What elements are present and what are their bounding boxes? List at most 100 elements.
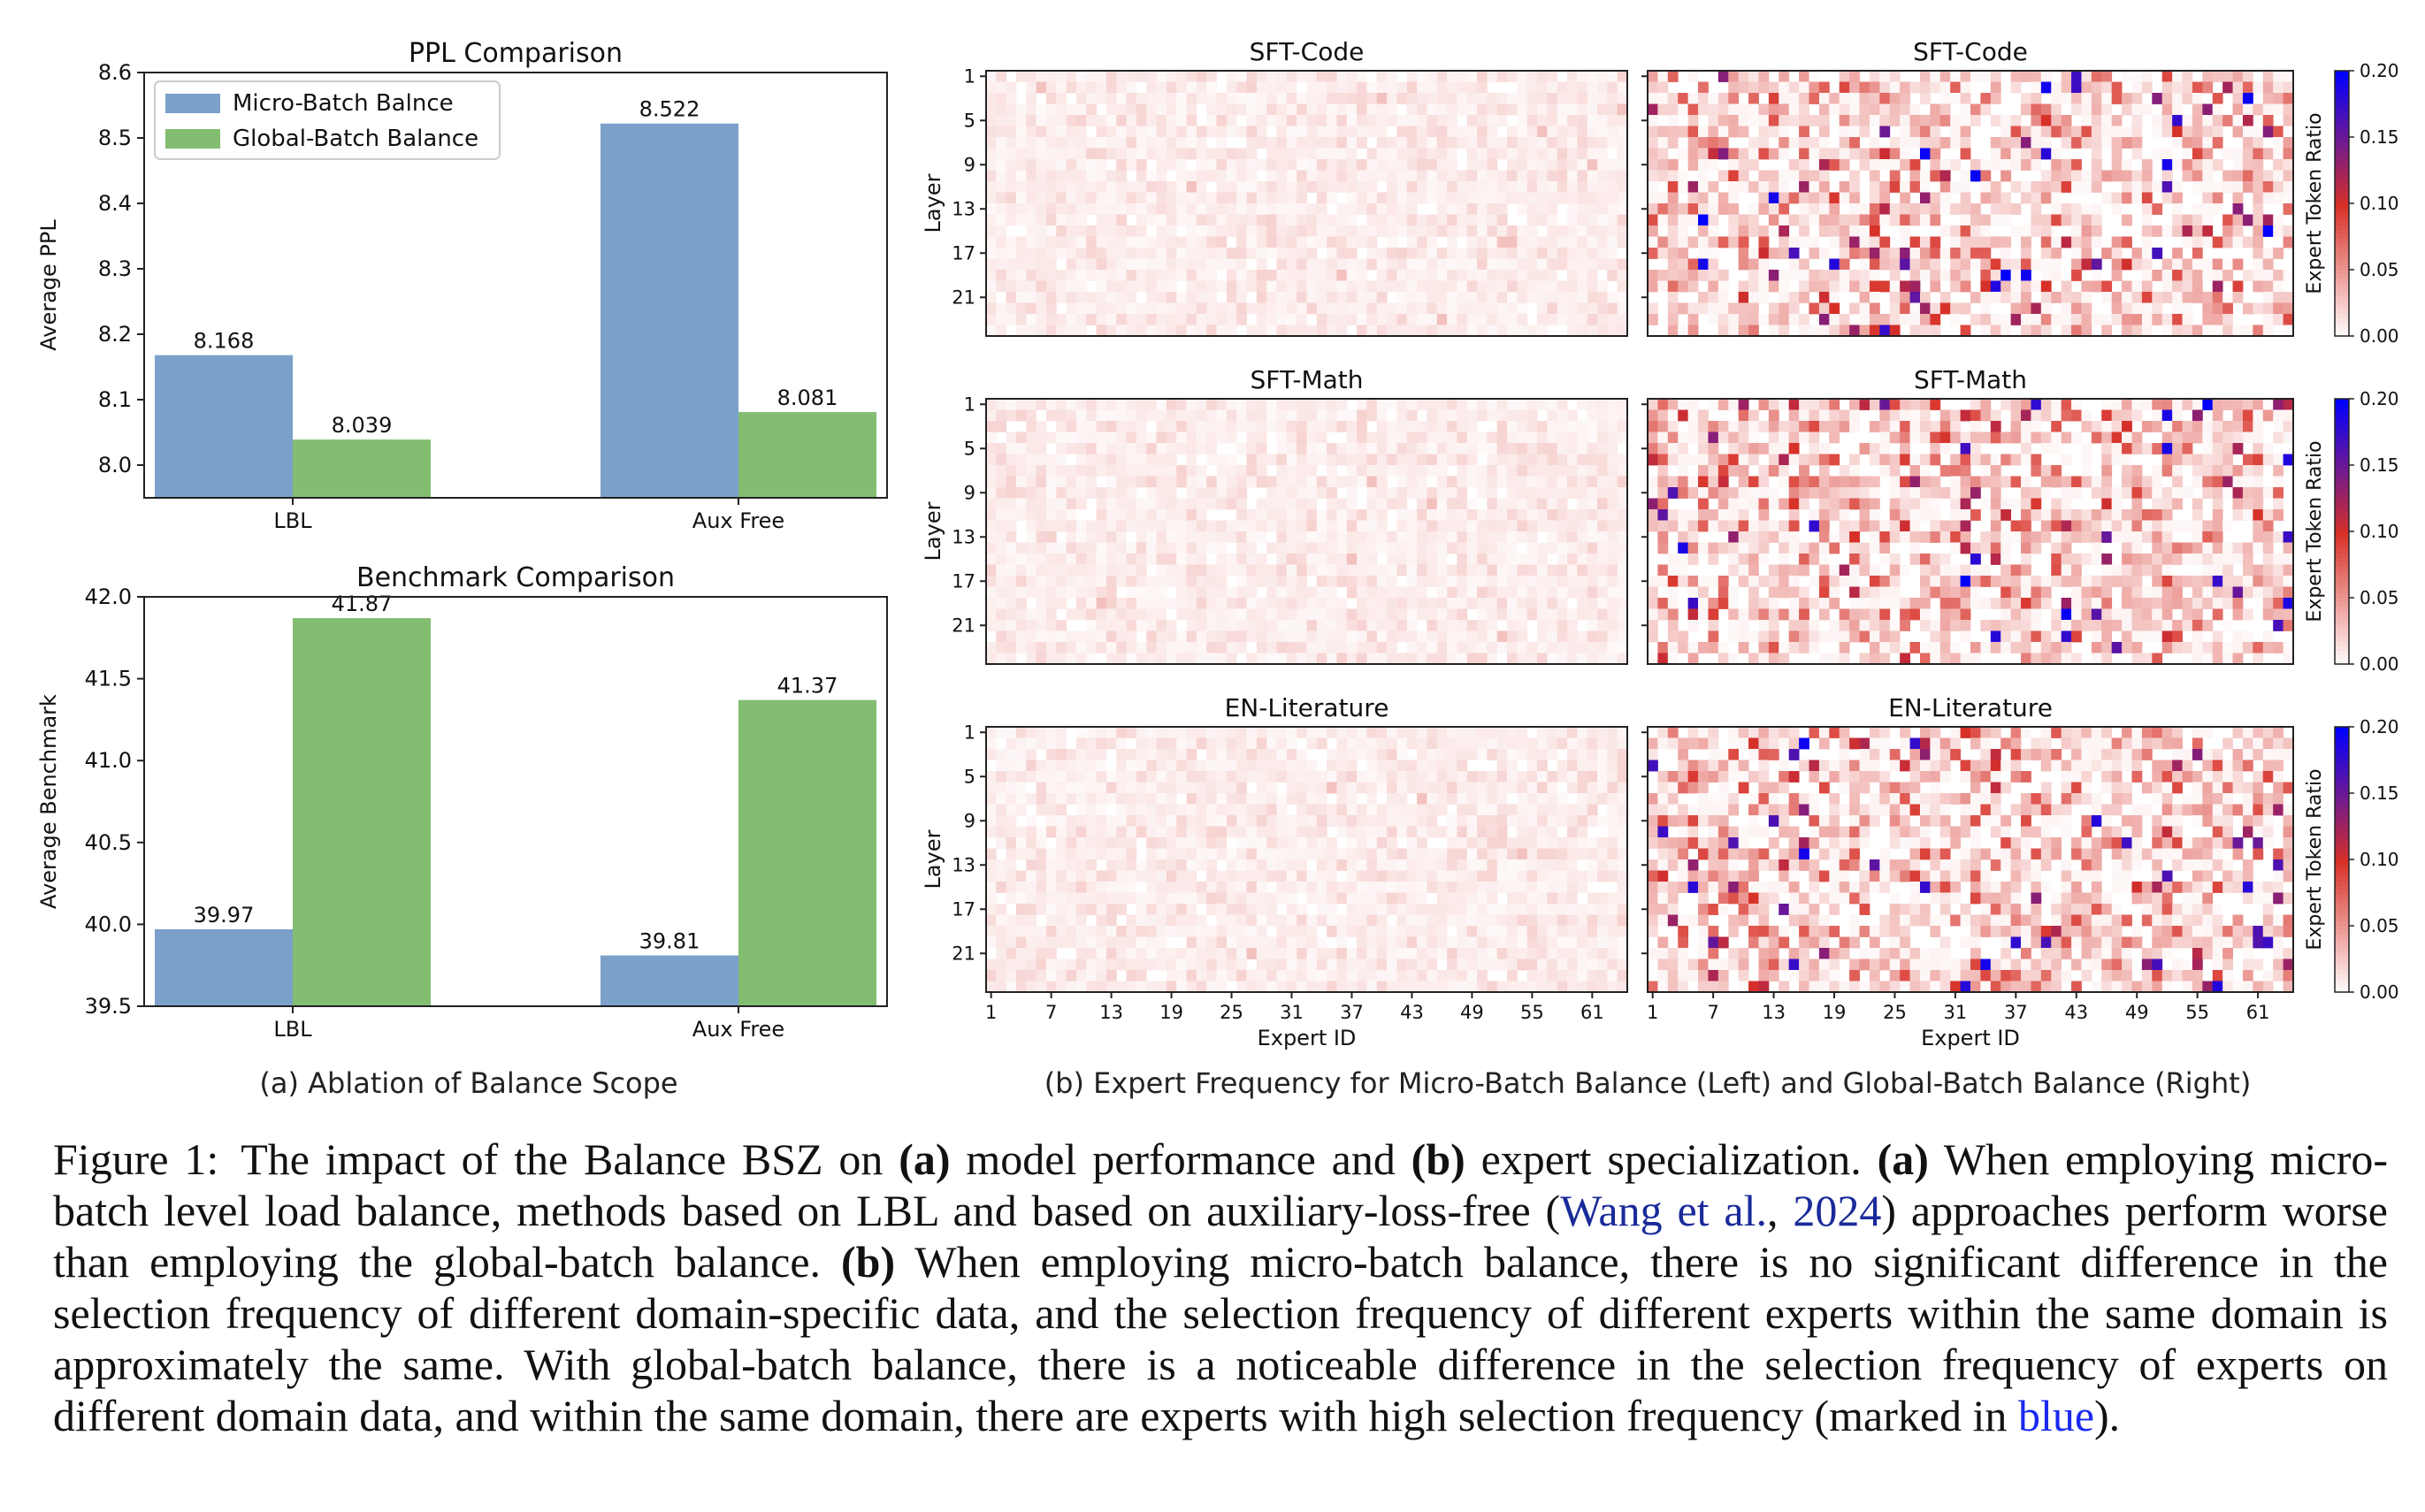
heatmap-cell — [1717, 421, 1729, 432]
heatmap-cell — [2031, 531, 2042, 543]
heatmap-cell — [2061, 409, 2072, 422]
heatmap-cell — [1026, 258, 1037, 271]
heatmap-cell — [1316, 302, 1327, 315]
heatmap-cell — [1336, 399, 1348, 410]
heatmap-cell — [1327, 520, 1337, 532]
heatmap-cell — [2283, 71, 2294, 82]
heatmap-cell — [2161, 181, 2173, 193]
heatmap-cell — [1547, 81, 1558, 94]
heatmap-cell — [1006, 103, 1017, 116]
heatmap-cell — [1879, 236, 1891, 248]
heatmap-cell — [1748, 148, 1759, 160]
heatmap-cell — [1667, 214, 1679, 226]
heatmap-cell — [1006, 465, 1017, 477]
heatmap-cell — [1496, 509, 1508, 521]
heatmap-cell — [1056, 465, 1067, 477]
heatmap-cell — [1286, 137, 1297, 149]
heatmap-cell — [1156, 71, 1167, 82]
heatmap-cell — [1256, 465, 1267, 477]
heatmap-cell — [2192, 159, 2203, 171]
heatmap-cell — [2021, 443, 2031, 454]
heatmap-cell — [1859, 258, 1870, 271]
heatmap-cell — [2242, 454, 2253, 466]
heatmap-cell — [1266, 421, 1277, 432]
heatmap-cell — [1678, 203, 1689, 215]
heatmap-cell — [1116, 465, 1127, 477]
heatmap-cell — [1417, 225, 1427, 237]
heatmap-cell — [1477, 225, 1488, 237]
heatmap-cell — [1728, 148, 1740, 160]
heatmap-cell — [1176, 431, 1187, 444]
heatmap-cell — [2232, 181, 2244, 193]
heatmap-cell — [1406, 454, 1418, 466]
heatmap-cell — [1105, 564, 1117, 577]
heatmap-cell — [1657, 509, 1669, 521]
heatmap-cell — [1056, 270, 1067, 281]
heatmap-cell — [1587, 292, 1598, 303]
heatmap-cell — [2111, 248, 2123, 259]
heatmap-cell — [1376, 137, 1388, 149]
heatmap-cell — [2253, 103, 2264, 116]
heatmap-cell — [1547, 292, 1558, 303]
heatmap-cell — [1990, 81, 2001, 94]
heatmap-cell — [1015, 465, 1027, 477]
heatmap-cell — [1226, 292, 1237, 303]
heatmap-cell — [1417, 126, 1427, 138]
heatmap-cell — [1266, 93, 1277, 104]
heatmap-cell — [1126, 431, 1137, 444]
heatmap-cell — [1086, 454, 1098, 466]
heatmap-cell — [1306, 137, 1318, 149]
heatmap-cell — [1768, 280, 1779, 293]
heatmap-cell — [1547, 586, 1558, 599]
heatmap-cell — [1517, 476, 1528, 488]
heatmap-cell — [1406, 608, 1418, 621]
heatmap-cell — [1748, 93, 1759, 104]
heatmap-cell — [2091, 258, 2102, 271]
heatmap-cell — [1869, 214, 1880, 226]
heatmap-cell — [1276, 159, 1288, 171]
heatmap-cell — [1226, 630, 1237, 643]
heatmap-cell — [1156, 487, 1167, 499]
heatmap-cell — [1799, 115, 1809, 126]
colorbar-step — [2335, 318, 2349, 324]
heatmap-cell — [1316, 258, 1327, 271]
heatmap-cell — [1316, 325, 1327, 337]
heatmap-cell — [1196, 93, 1207, 104]
heatmap-cell — [2141, 236, 2153, 248]
heatmap-cell — [1849, 554, 1860, 565]
heatmap-cell — [1206, 586, 1217, 599]
heatmap-cell — [2031, 487, 2042, 499]
heatmap-cell — [1547, 314, 1558, 325]
heatmap-cell — [2122, 409, 2132, 422]
heatmap-cell — [2021, 409, 2031, 422]
heatmap-cell — [1567, 81, 1578, 94]
heatmap-cell — [1126, 509, 1137, 521]
heatmap-cell — [1667, 248, 1679, 259]
heatmap-cell — [1930, 325, 1941, 337]
heatmap-cell — [1015, 270, 1027, 281]
heatmap-cell — [1226, 454, 1237, 466]
heatmap-cell — [2242, 399, 2253, 410]
heatmap-cell — [2152, 93, 2163, 104]
heatmap-cell — [1256, 258, 1267, 271]
heatmap-cell — [1206, 399, 1217, 410]
heatmap-cell — [1396, 148, 1408, 160]
heatmap-cell — [1436, 409, 1448, 422]
heatmap-cell — [2081, 531, 2092, 543]
heatmap-cell — [1276, 81, 1288, 94]
heatmap-cell — [1507, 620, 1518, 631]
heatmap-cell — [1236, 554, 1247, 565]
heatmap-cell — [1717, 103, 1729, 116]
heatmap-cell — [1086, 103, 1098, 116]
heatmap-cell — [1809, 81, 1820, 94]
heatmap-cell — [2182, 258, 2193, 271]
heatmap-cell — [2031, 399, 2042, 410]
heatmap-cell — [1226, 115, 1237, 126]
heatmap-cell — [1919, 181, 1931, 193]
heatmap-cell — [1276, 292, 1288, 303]
heatmap-cell — [1728, 115, 1740, 126]
heatmap-cell — [1950, 487, 1961, 499]
heatmap-cell — [2273, 531, 2283, 543]
heatmap-cell — [1246, 203, 1258, 215]
heatmap-cell — [2131, 325, 2143, 337]
